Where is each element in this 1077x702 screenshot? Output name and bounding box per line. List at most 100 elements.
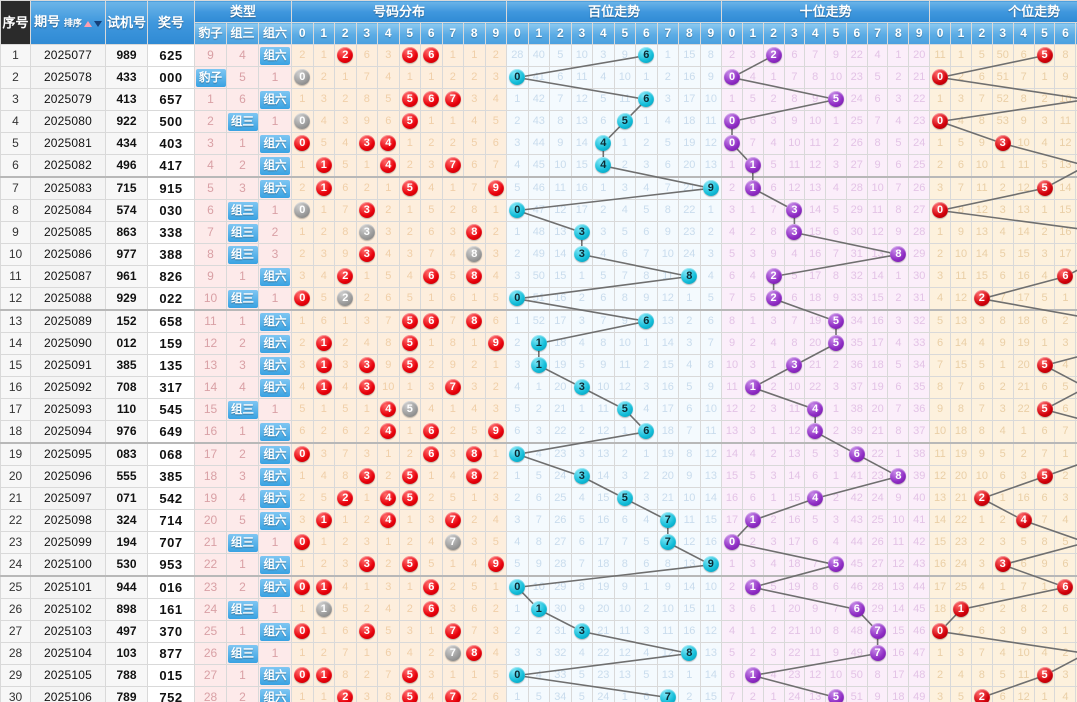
table-row[interactable]: 29 2025105 788 015 27 1 组六 0 1 8 2 7 5 3 1 1 5 0 4 33 5 23 13 5… bbox=[0, 664, 1077, 687]
row-issue[interactable]: 2025100 bbox=[30, 553, 106, 577]
col-type-zusan[interactable]: 组三 bbox=[226, 22, 259, 45]
table-row[interactable]: 25 2025101 944 016 23 2 组六 0 1 4 1 3 1 6 2 5 1 0 10 29 8 19 9 1… bbox=[0, 575, 1077, 599]
row-issue[interactable]: 2025102 bbox=[30, 598, 106, 621]
table-row[interactable]: 1 2025077 989 625 9 4 组六 2 1 2 6 3 5 6 1 1 2 28 40 5 10 3 9 6 1 1… bbox=[0, 44, 1077, 67]
col-ge-6[interactable]: 6 bbox=[1054, 22, 1077, 45]
table-row[interactable]: 22 2025098 324 714 20 5 组六 3 1 1 2 4 1 3 7 2 4 3 7 26 5 16 6 4 7… bbox=[0, 509, 1077, 532]
col-ge-2[interactable]: 2 bbox=[970, 22, 993, 45]
table-row[interactable]: 16 2025092 708 317 14 4 组六 4 1 4 3 10 1 3 7 3 2 4 1 20 3 10 12… bbox=[0, 376, 1077, 399]
row-issue[interactable]: 2025106 bbox=[30, 686, 106, 702]
col-ge-3[interactable]: 3 bbox=[991, 22, 1014, 45]
sort-control[interactable]: 排序 bbox=[64, 13, 102, 34]
row-issue[interactable]: 2025105 bbox=[30, 664, 106, 687]
row-issue[interactable]: 2025080 bbox=[30, 110, 106, 133]
col-shi-4[interactable]: 4 bbox=[804, 22, 827, 45]
table-row[interactable]: 10 2025086 977 388 8 组三 3 2 3 9 3 4 3 7 4 8 3 2 49 14 3 4 6 7 10… bbox=[0, 243, 1077, 266]
col-shi-5[interactable]: 5 bbox=[825, 22, 847, 45]
col-ge-5[interactable]: 5 bbox=[1033, 22, 1056, 45]
col-bai-2[interactable]: 2 bbox=[549, 22, 572, 45]
col-bai-5[interactable]: 5 bbox=[613, 22, 637, 45]
col-dist-6[interactable]: 6 bbox=[420, 22, 443, 45]
row-issue[interactable]: 2025079 bbox=[30, 88, 106, 111]
table-row[interactable]: 2 2025078 433 000 豹子 5 1 0 2 1 7 4 1 1 2 2 3 0 41 6 11 4 10 1 2 1… bbox=[0, 66, 1077, 89]
table-row[interactable]: 3 2025079 413 657 1 6 组六 1 3 2 8 5 5 6 7 3 4 1 42 7 12 5 11 6 3 1… bbox=[0, 88, 1077, 111]
table-row[interactable]: 28 2025104 103 877 26 组三 1 1 2 7 1 6 4 2 7 8 4 3 3 32 4 22 12 4… bbox=[0, 642, 1077, 665]
row-issue[interactable]: 2025082 bbox=[30, 154, 106, 178]
col-bai-9[interactable]: 9 bbox=[699, 22, 723, 45]
row-issue[interactable]: 2025096 bbox=[30, 465, 106, 488]
col-bai-0[interactable]: 0 bbox=[506, 22, 529, 45]
col-dist-0[interactable]: 0 bbox=[291, 22, 314, 45]
table-row[interactable]: 26 2025102 898 161 24 组三 1 1 1 5 2 4 2 6 3 6 2 1 1 30 9 20 10 2… bbox=[0, 598, 1077, 621]
col-dist-3[interactable]: 3 bbox=[355, 22, 379, 45]
row-issue[interactable]: 2025077 bbox=[30, 44, 106, 67]
col-dist-5[interactable]: 5 bbox=[398, 22, 422, 45]
table-row[interactable]: 11 2025087 961 826 9 1 组六 3 4 2 1 5 4 6 5 8 4 3 50 15 1 5 7 8 11… bbox=[0, 265, 1077, 288]
table-row[interactable]: 9 2025085 863 338 7 组三 2 1 2 8 3 3 2 6 3 8 2 1 48 13 3 3 5 6 9 23… bbox=[0, 221, 1077, 244]
row-issue[interactable]: 2025081 bbox=[30, 132, 106, 155]
col-dist-4[interactable]: 4 bbox=[377, 22, 400, 45]
col-shi-8[interactable]: 8 bbox=[887, 22, 910, 45]
row-issue[interactable]: 2025093 bbox=[30, 398, 106, 421]
table-row[interactable]: 19 2025095 083 068 17 2 组六 0 3 7 3 1 2 6 3 8 1 0 4 23 3 13 2 1 1… bbox=[0, 442, 1077, 466]
col-bai-4[interactable]: 4 bbox=[592, 22, 615, 45]
row-issue[interactable]: 2025103 bbox=[30, 620, 106, 643]
row-issue[interactable]: 2025084 bbox=[30, 199, 106, 222]
col-type-zuliu[interactable]: 组六 bbox=[257, 22, 293, 45]
table-row[interactable]: 27 2025103 497 370 25 1 组六 0 1 6 3 5 3 1 7 7 3 2 2 31 3 21 11 3… bbox=[0, 620, 1077, 643]
row-issue[interactable]: 2025099 bbox=[30, 531, 106, 554]
col-bai-3[interactable]: 3 bbox=[570, 22, 594, 45]
sort-descending-icon[interactable] bbox=[93, 20, 102, 27]
row-issue[interactable]: 2025104 bbox=[30, 642, 106, 665]
col-index[interactable]: 序号 bbox=[0, 0, 31, 45]
col-type-baozi[interactable]: 豹子 bbox=[194, 22, 227, 45]
table-row[interactable]: 24 2025100 530 953 22 1 组六 1 2 3 3 2 5 5 1 4 9 5 9 28 7 18 8 6 8… bbox=[0, 553, 1077, 577]
table-row[interactable]: 12 2025088 929 022 10 组三 1 0 5 2 2 6 5 1 6 1 5 0 51 16 2 6 8 9 1… bbox=[0, 287, 1077, 311]
col-shi-7[interactable]: 7 bbox=[866, 22, 889, 45]
col-shi-9[interactable]: 9 bbox=[908, 22, 931, 45]
col-bai-6[interactable]: 6 bbox=[635, 22, 658, 45]
col-shi-0[interactable]: 0 bbox=[721, 22, 743, 45]
col-shi-3[interactable]: 3 bbox=[783, 22, 806, 45]
col-ge-1[interactable]: 1 bbox=[950, 22, 972, 45]
col-dist-9[interactable]: 9 bbox=[484, 22, 508, 45]
table-row[interactable]: 7 2025083 715 915 5 3 组六 2 1 6 2 1 5 4 1 7 9 5 46 11 16 1 3 4 7 2… bbox=[0, 176, 1077, 200]
table-row[interactable]: 20 2025096 555 385 18 3 组六 1 4 8 3 2 5 1 4 8 2 1 5 24 3 14 3 2 2… bbox=[0, 465, 1077, 488]
table-row[interactable]: 4 2025080 922 500 2 组三 1 0 4 3 9 6 5 1 1 4 5 2 43 8 13 6 5 1 4 18… bbox=[0, 110, 1077, 133]
table-row[interactable]: 17 2025093 110 545 15 组三 1 5 1 5 1 4 5 4 1 4 3 5 2 21 1 11 5 4 1… bbox=[0, 398, 1077, 421]
row-issue[interactable]: 2025086 bbox=[30, 243, 106, 266]
table-row[interactable]: 13 2025089 152 658 11 1 组六 1 6 1 3 7 5 6 7 8 6 1 52 17 3 7 9 6 1… bbox=[0, 309, 1077, 333]
table-row[interactable]: 15 2025091 385 135 13 3 组六 3 1 3 3 9 5 2 9 2 1 3 1 19 5 9 11 2 1… bbox=[0, 354, 1077, 377]
sort-ascending-icon[interactable] bbox=[83, 20, 92, 27]
col-dist-1[interactable]: 1 bbox=[312, 22, 336, 45]
col-bai-8[interactable]: 8 bbox=[678, 22, 701, 45]
col-issue[interactable]: 期号 排序 bbox=[30, 0, 106, 45]
row-issue[interactable]: 2025089 bbox=[30, 309, 106, 333]
row-issue[interactable]: 2025078 bbox=[30, 66, 106, 89]
col-shi-6[interactable]: 6 bbox=[845, 22, 868, 45]
col-ge-0[interactable]: 0 bbox=[929, 22, 952, 45]
row-issue[interactable]: 2025094 bbox=[30, 420, 106, 444]
table-row[interactable]: 21 2025097 071 542 19 4 组六 2 5 2 1 4 5 2 5 1 3 2 6 25 4 15 5 3 2… bbox=[0, 487, 1077, 510]
row-issue[interactable]: 2025101 bbox=[30, 575, 106, 599]
col-dist-7[interactable]: 7 bbox=[441, 22, 465, 45]
table-row[interactable]: 30 2025106 789 752 28 2 组六 1 1 2 3 8 5 4 7 2 6 1 5 34 5 24 1 6 7… bbox=[0, 686, 1077, 702]
col-shi-2[interactable]: 2 bbox=[762, 22, 785, 45]
row-issue[interactable]: 2025088 bbox=[30, 287, 106, 311]
col-prize-number[interactable]: 奖号 bbox=[147, 0, 195, 45]
col-ge-4[interactable]: 4 bbox=[1012, 22, 1035, 45]
row-issue[interactable]: 2025087 bbox=[30, 265, 106, 288]
row-issue[interactable]: 2025085 bbox=[30, 221, 106, 244]
col-bai-1[interactable]: 1 bbox=[527, 22, 551, 45]
row-issue[interactable]: 2025092 bbox=[30, 376, 106, 399]
col-bai-7[interactable]: 7 bbox=[656, 22, 680, 45]
row-issue[interactable]: 2025090 bbox=[30, 332, 106, 355]
table-row[interactable]: 5 2025081 434 403 3 1 组六 0 5 4 3 4 1 2 2 5 6 3 44 9 14 4 1 2 5 19… bbox=[0, 132, 1077, 155]
row-issue[interactable]: 2025091 bbox=[30, 354, 106, 377]
table-row[interactable]: 8 2025084 574 030 6 组三 1 0 1 7 3 2 1 5 2 8 1 0 47 12 17 2 4 5 8 2… bbox=[0, 199, 1077, 222]
col-test-number[interactable]: 试机号 bbox=[105, 0, 148, 45]
row-issue[interactable]: 2025098 bbox=[30, 509, 106, 532]
row-issue[interactable]: 2025097 bbox=[30, 487, 106, 510]
table-row[interactable]: 23 2025099 194 707 21 组三 1 0 1 2 3 1 2 4 7 3 5 4 8 27 6 17 7 5 7… bbox=[0, 531, 1077, 554]
table-row[interactable]: 14 2025090 012 159 12 2 组六 2 1 2 4 8 5 1 8 1 9 2 1 18 4 8 10 1 1… bbox=[0, 332, 1077, 355]
